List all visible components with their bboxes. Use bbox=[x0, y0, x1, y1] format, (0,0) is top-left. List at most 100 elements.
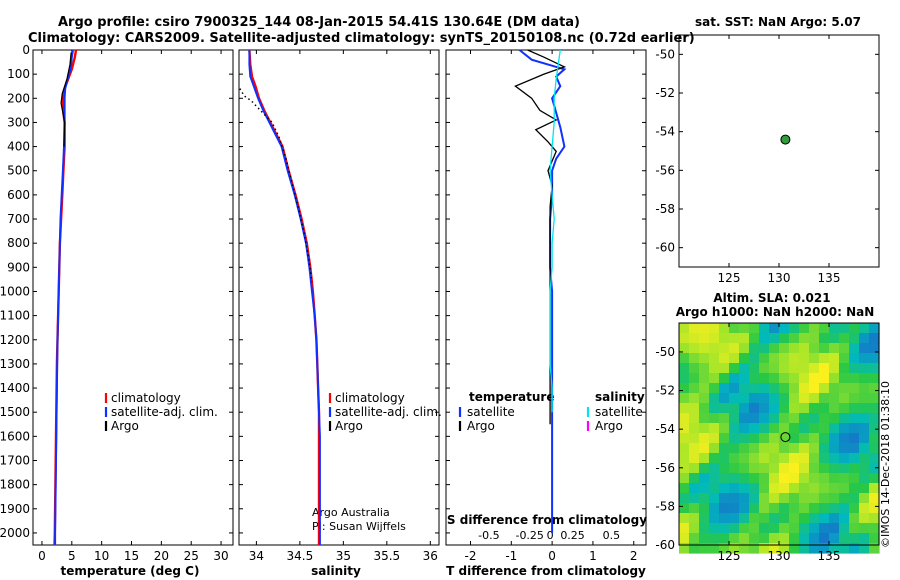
heatmap-cell bbox=[859, 503, 870, 514]
heatmap-cell bbox=[789, 343, 800, 354]
heatmap-cell bbox=[729, 513, 740, 524]
heatmap-cell bbox=[749, 483, 760, 494]
heatmap-cell bbox=[709, 363, 720, 374]
heatmap-cell bbox=[829, 373, 840, 384]
x-tick-label: 10 bbox=[94, 549, 109, 563]
heatmap-cell bbox=[779, 393, 790, 404]
heatmap-cell bbox=[819, 323, 830, 334]
heatmap-cell bbox=[799, 323, 810, 334]
heatmap-cell bbox=[699, 373, 710, 384]
heatmap-cell bbox=[819, 533, 830, 544]
heatmap-cell bbox=[789, 373, 800, 384]
heatmap-cell bbox=[729, 503, 740, 514]
heatmap-cell bbox=[809, 383, 820, 394]
heatmap-cell bbox=[759, 523, 770, 534]
heatmap-cell bbox=[739, 483, 750, 494]
heatmap-cell bbox=[759, 543, 770, 554]
heatmap-cell bbox=[799, 493, 810, 504]
heatmap-cell bbox=[839, 333, 850, 344]
heatmap-cell bbox=[689, 483, 700, 494]
heatmap-cell bbox=[739, 543, 750, 554]
heatmap-cell bbox=[819, 353, 830, 364]
heatmap-cell bbox=[829, 403, 840, 414]
legend-temperature-title: temperature bbox=[469, 390, 554, 404]
heatmap-cell bbox=[799, 393, 810, 404]
heatmap-cell bbox=[789, 403, 800, 414]
heatmap-cell bbox=[719, 423, 730, 434]
heatmap-cell bbox=[839, 423, 850, 434]
legend-label: satellite bbox=[467, 405, 515, 419]
heatmap-cell bbox=[849, 343, 860, 354]
heatmap-cell bbox=[809, 513, 820, 524]
heatmap-cell bbox=[859, 533, 870, 544]
heatmap-cell bbox=[759, 413, 770, 424]
depth-tick-label: 1500 bbox=[0, 405, 30, 419]
heatmap-cell bbox=[819, 503, 830, 514]
y-tick-label: -60 bbox=[655, 538, 675, 552]
heatmap-cell bbox=[729, 523, 740, 534]
heatmap-cell bbox=[849, 403, 860, 414]
sla-marker bbox=[780, 432, 791, 443]
heatmap-cell bbox=[679, 353, 690, 364]
depth-tick-label: 1100 bbox=[0, 309, 30, 323]
heatmap-cell bbox=[709, 403, 720, 414]
heatmap-cell bbox=[839, 353, 850, 364]
heatmap-cell bbox=[839, 433, 850, 444]
heatmap-cell bbox=[839, 483, 850, 494]
heatmap-cell bbox=[689, 443, 700, 454]
heatmap-cell bbox=[829, 383, 840, 394]
heatmap-cell bbox=[819, 423, 830, 434]
heatmap-cell bbox=[689, 323, 700, 334]
heatmap-cell bbox=[689, 533, 700, 544]
heatmap-cell bbox=[739, 463, 750, 474]
heatmap-cell bbox=[789, 363, 800, 374]
heatmap-cell bbox=[699, 493, 710, 504]
heatmap-cell bbox=[789, 513, 800, 524]
heatmap-cell bbox=[859, 483, 870, 494]
heatmap-cell bbox=[709, 433, 720, 444]
heatmap-cell bbox=[819, 473, 830, 484]
x-tick-label: 5 bbox=[68, 549, 76, 563]
heatmap-cell bbox=[869, 493, 880, 504]
heatmap-cell bbox=[759, 493, 770, 504]
heatmap-cell bbox=[699, 323, 710, 334]
series-line-temperature-1 bbox=[54, 49, 74, 545]
heatmap-cell bbox=[719, 513, 730, 524]
heatmap-cell bbox=[789, 533, 800, 544]
heatmap-cell bbox=[729, 353, 740, 364]
heatmap-cell bbox=[839, 473, 850, 484]
heatmap-cell bbox=[849, 533, 860, 544]
depth-tick-label: 1300 bbox=[0, 357, 30, 371]
depth-tick-label: 800 bbox=[7, 236, 30, 250]
heatmap-cell bbox=[699, 403, 710, 414]
heatmap-cell bbox=[819, 413, 830, 424]
heatmap-cell bbox=[759, 453, 770, 464]
heatmap-cell bbox=[799, 453, 810, 464]
x-tick-label: -2 bbox=[465, 549, 477, 563]
heatmap-cell bbox=[869, 433, 880, 444]
header-line-2: Climatology: CARS2009. Satellite-adjuste… bbox=[28, 31, 695, 46]
heatmap-cell bbox=[869, 473, 880, 484]
heatmap-cell bbox=[689, 433, 700, 444]
heatmap-cell bbox=[689, 363, 700, 374]
heatmap-cell bbox=[749, 403, 760, 414]
heatmap-cell bbox=[779, 503, 790, 514]
heatmap-cell bbox=[769, 453, 780, 464]
heatmap-cell bbox=[779, 323, 790, 334]
x-tick-label: 34.5 bbox=[287, 549, 314, 563]
heatmap-cell bbox=[839, 383, 850, 394]
heatmap-cell bbox=[729, 463, 740, 474]
heatmap-cell bbox=[859, 513, 870, 524]
heatmap-cell bbox=[849, 383, 860, 394]
heatmap-cell bbox=[679, 523, 690, 534]
y-tick-label: -52 bbox=[655, 384, 675, 398]
heatmap-cell bbox=[859, 353, 870, 364]
heatmap-cell bbox=[759, 433, 770, 444]
heatmap-cell bbox=[719, 343, 730, 354]
heatmap-cell bbox=[709, 483, 720, 494]
heatmap-cell bbox=[729, 343, 740, 354]
heatmap-cell bbox=[799, 543, 810, 554]
heatmap-cell bbox=[779, 403, 790, 414]
heatmap-cell bbox=[839, 343, 850, 354]
heatmap-cell bbox=[769, 373, 780, 384]
